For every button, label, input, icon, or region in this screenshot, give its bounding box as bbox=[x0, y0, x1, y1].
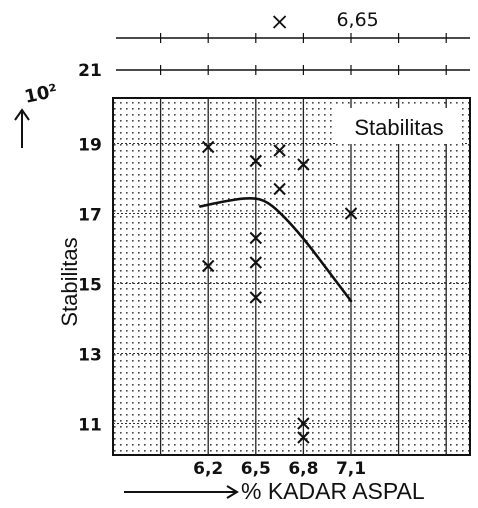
optimum-content-strip: 6,65 bbox=[116, 9, 470, 75]
data-point bbox=[297, 158, 310, 171]
data-point bbox=[297, 417, 310, 430]
data-point bbox=[249, 256, 263, 269]
x-tick-label: 6,8 bbox=[288, 459, 318, 479]
plot-area bbox=[112, 97, 471, 456]
data-point bbox=[201, 140, 215, 154]
x-tick-label: 6,2 bbox=[193, 459, 223, 479]
y-up-arrow-icon bbox=[14, 108, 30, 148]
data-point bbox=[249, 291, 263, 304]
plot-frame bbox=[112, 97, 471, 456]
chart-title: Stabilitas bbox=[354, 115, 443, 140]
data-point bbox=[273, 144, 286, 157]
x-tick-label: 6,5 bbox=[241, 459, 271, 479]
y-tick-label: 17 bbox=[78, 206, 102, 226]
y-tick-labels: 11 13 15 17 19 21 bbox=[78, 61, 102, 436]
y-tick-label: 19 bbox=[78, 136, 102, 156]
chart-title-box bbox=[336, 108, 462, 144]
y-tick-label: 13 bbox=[78, 346, 102, 366]
data-point bbox=[297, 431, 310, 444]
x-tick-labels: 6,2 6,5 6,8 7,1 bbox=[193, 459, 366, 479]
y-multiplier-label: 10² bbox=[23, 81, 60, 108]
optimum-marker bbox=[272, 15, 287, 29]
data-point bbox=[344, 207, 358, 220]
data-point bbox=[201, 259, 215, 273]
optimum-label: 6,65 bbox=[336, 9, 378, 31]
data-point bbox=[249, 231, 263, 245]
x-tick-label: 7,1 bbox=[336, 459, 366, 479]
data-point bbox=[249, 154, 263, 168]
y-tick-label: 21 bbox=[78, 61, 102, 81]
x-right-arrow-icon bbox=[124, 485, 239, 499]
data-markers bbox=[201, 140, 358, 444]
data-point bbox=[273, 182, 286, 196]
y-tick-label: 15 bbox=[78, 276, 102, 296]
x-axis-label: % KADAR ASPAL bbox=[241, 478, 425, 504]
y-tick-label: 11 bbox=[78, 416, 102, 436]
y-axis-label: Stabilitas bbox=[57, 237, 82, 326]
stability-trend-curve bbox=[198, 197, 353, 303]
